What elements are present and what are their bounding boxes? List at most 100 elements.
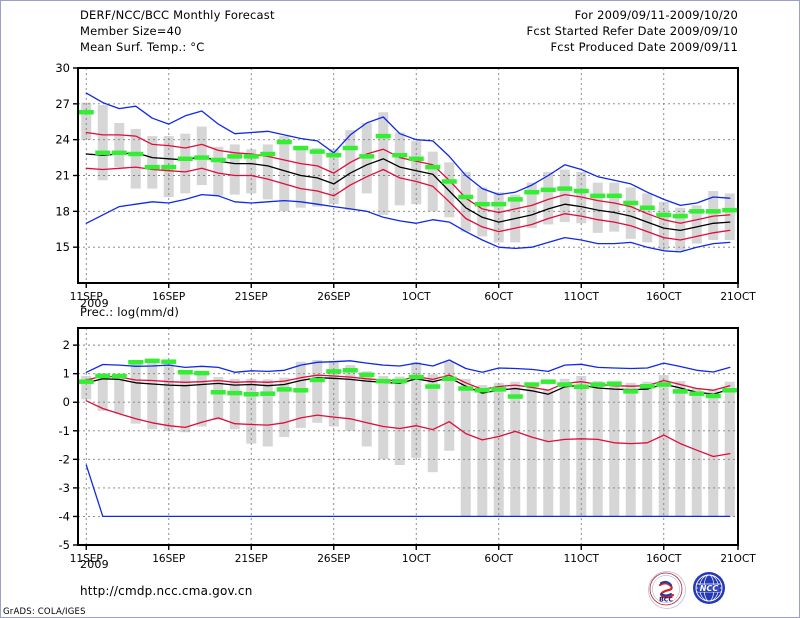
bottom-axis-year-label: 2009	[80, 558, 109, 571]
ensemble-spread-bar	[543, 389, 554, 517]
ensemble-spread-bar	[559, 378, 570, 517]
ensemble-spread-bar	[262, 144, 273, 200]
ensemble-spread-bar	[213, 377, 224, 420]
x-tick-label: 11SEP	[70, 553, 103, 565]
x-tick-label: 1OCT	[402, 291, 431, 303]
series-line	[85, 131, 731, 224]
ensemble-spread-bar	[229, 378, 240, 430]
x-tick-label: 1OCT	[402, 553, 431, 565]
x-tick-label: 6OCT	[484, 553, 513, 565]
grads-credit: GrADS: COLA/IGES	[3, 607, 86, 617]
ensemble-spread-bar	[81, 375, 92, 400]
series-line	[85, 359, 731, 373]
ensemble-spread-bar	[147, 359, 158, 430]
ensemble-spread-bar	[295, 361, 306, 428]
y-tick-label: -3	[59, 481, 70, 495]
x-tick-label: 21SEP	[235, 291, 268, 303]
ensemble-spread-bar	[675, 207, 686, 251]
top-axis-year-label: 2009	[80, 297, 109, 310]
ensemble-spread-bar	[477, 385, 488, 517]
x-tick-label: 21OCT	[720, 553, 756, 565]
ensemble-spread-bar	[592, 182, 603, 233]
y-tick-label: 15	[55, 240, 70, 254]
series-line	[85, 374, 731, 391]
forecast-range-label: For 2009/09/11-2009/10/20	[574, 8, 738, 22]
ensemble-spread-bar	[378, 375, 389, 460]
y-tick-label: 2	[63, 338, 70, 352]
y-tick-label: 1	[63, 367, 70, 381]
x-tick-label: 11SEP	[70, 291, 103, 303]
ensemble-spread-bar	[196, 371, 207, 427]
top-variable-label: Mean Surf. Temp.: °C	[80, 40, 205, 54]
surface-temperature-panel: 30 27 24 21 18 15 11SEP 16SEP 21SEP 26SEP 1OCT 6OCT…	[55, 61, 756, 303]
ensemble-spread-bar	[180, 133, 191, 194]
ensemble-spread-bar	[691, 205, 702, 244]
ensemble-spread-bar	[427, 151, 438, 212]
ensemble-spread-bar	[592, 381, 603, 517]
ensemble-spread-bar	[229, 144, 240, 195]
source-url: http://cmdp.ncc.cma.gov.cn	[80, 584, 253, 598]
ensemble-spread-bar	[724, 381, 735, 517]
ensemble-spread-bar	[675, 381, 686, 517]
series-line	[85, 166, 731, 241]
y-tick-label: -5	[59, 538, 70, 552]
ensemble-spread-bar	[312, 359, 323, 423]
series-line	[85, 152, 731, 232]
surface-temperature-data	[78, 68, 738, 283]
ensemble-spread-bar	[394, 132, 405, 206]
x-tick-label: 16OCT	[646, 291, 682, 303]
ensemble-spread-bar	[493, 192, 504, 243]
ensemble-spread-bar	[625, 382, 636, 517]
x-tick-label: 16SEP	[152, 553, 185, 565]
ensemble-spread-bar	[262, 379, 273, 447]
y-tick-label: 21	[55, 169, 70, 183]
series-line	[85, 92, 731, 207]
ensemble-spread-bar	[361, 371, 372, 447]
y-tick-label: 24	[55, 133, 70, 147]
precipitation-log-data	[78, 328, 738, 545]
ensemble-spread-bar	[609, 182, 620, 232]
x-tick-label: 11OCT	[564, 291, 600, 303]
ensemble-spread-bar	[130, 360, 141, 424]
ensemble-spread-bar	[691, 387, 702, 517]
ensemble-spread-bar	[444, 361, 455, 451]
series-line	[85, 193, 731, 253]
bottom-variable-label: Prec.: log(mm/d)	[80, 305, 180, 319]
ensemble-spread-bar	[658, 201, 669, 250]
series-line	[85, 400, 731, 458]
ensemble-spread-bar	[130, 128, 141, 189]
series-line	[85, 377, 731, 395]
member-size-label: Member Size=40	[80, 24, 182, 38]
svg-text:NCC: NCC	[700, 584, 719, 593]
forecast-produced-date-label: Fcst Produced Date 2009/09/11	[550, 40, 738, 54]
ensemble-spread-bar	[411, 140, 422, 205]
ensemble-spread-bar	[279, 377, 290, 438]
ensemble-spread-bar	[279, 136, 290, 212]
forecast-start-date-label: Fcst Started Refer Date 2009/09/10	[526, 24, 738, 38]
ensemble-spread-bar	[394, 376, 405, 466]
chart-title: DERF/NCC/BCC Monthly Forecast	[80, 8, 275, 22]
y-tick-label: 30	[55, 61, 70, 75]
ensemble-spread-bar	[345, 365, 356, 431]
ensemble-spread-bar	[246, 378, 257, 444]
ensemble-spread-bar	[642, 193, 653, 243]
x-tick-label: 21OCT	[720, 291, 756, 303]
ensemble-spread-bar	[180, 370, 191, 433]
y-tick-label: 0	[63, 395, 70, 409]
ncc-logo: NCC	[692, 571, 728, 607]
ensemble-spread-bar	[97, 373, 108, 411]
ensemble-spread-bar	[246, 149, 257, 194]
ensemble-spread-bar	[345, 130, 356, 211]
series-line	[85, 464, 731, 518]
x-tick-label: 26SEP	[317, 291, 350, 303]
ensemble-spread-bar	[625, 187, 636, 239]
ensemble-spread-bar	[724, 193, 735, 240]
ensemble-spread-bar	[81, 102, 92, 140]
x-tick-label: 11OCT	[564, 553, 600, 565]
ensemble-spread-bar	[460, 171, 471, 232]
ensemble-spread-bar	[658, 375, 669, 517]
y-tick-label: 27	[55, 97, 70, 111]
ensemble-spread-bar	[411, 362, 422, 458]
